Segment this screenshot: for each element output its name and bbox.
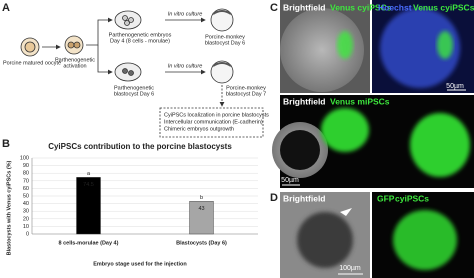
step-label: blastocyst Day 6 xyxy=(114,91,154,97)
y-tick-label: 90 xyxy=(23,163,29,169)
chart-title: CyiPSCs contribution to the porcine blas… xyxy=(48,142,232,151)
y-tick-label: 80 xyxy=(23,171,29,177)
channel-label: Brightfield xyxy=(283,96,326,106)
step-label: Porcine-monkey xyxy=(205,34,245,40)
list-item: Intercellular communication (E-cadherin) xyxy=(164,119,263,125)
panel-label: B xyxy=(2,138,10,150)
step-label: Parthenogenetic xyxy=(55,57,95,63)
x-tick-label: Blastocysts (Day 6) xyxy=(176,240,227,246)
panel-label: C xyxy=(270,2,278,14)
y-axis-label: Blastocysts with Venus cyiPSCs (%) xyxy=(6,160,12,255)
channel-label: Brightfield xyxy=(283,193,326,203)
value-label: 43 xyxy=(198,206,204,212)
bar xyxy=(76,177,101,235)
annotation: b xyxy=(200,195,203,201)
y-tick-label: 0 xyxy=(26,231,29,237)
arrow-label: In vitro culture xyxy=(168,63,203,69)
channel-label: Venus cyiPSCs xyxy=(413,2,474,12)
y-tick-label: 70 xyxy=(23,178,29,184)
bar-chart: CyiPSCs contribution to the porcine blas… xyxy=(6,142,258,267)
channel-label: GFP xyxy=(377,193,395,203)
step-label: Parthenogenetic xyxy=(114,85,154,91)
bar xyxy=(189,201,214,235)
y-tick-label: 40 xyxy=(23,201,29,207)
step-label: Day 4 (8 cells - morulae) xyxy=(110,38,170,44)
channel-label: Brightfield xyxy=(283,2,326,12)
micrograph xyxy=(272,0,474,278)
scale-label: 50µm xyxy=(281,177,299,184)
scale-label: 100µm xyxy=(339,265,361,272)
y-tick-label: 20 xyxy=(23,216,29,222)
channel-label: cyiPSCs xyxy=(395,193,429,203)
y-tick-label: 60 xyxy=(23,186,29,192)
step-label: blastocyst Day 6 xyxy=(205,40,245,46)
y-tick-label: 10 xyxy=(23,224,29,230)
step-label: Porcine matured oocyte xyxy=(3,60,61,66)
step-label: blastocyst Day 7 xyxy=(226,91,266,97)
panel-label: D xyxy=(270,192,278,204)
channel-label: Hoechst xyxy=(378,2,412,12)
step-label: activation xyxy=(63,63,86,69)
panel-label: A xyxy=(2,2,10,14)
y-tick-label: 100 xyxy=(20,155,29,161)
arrow-label: In vitro culture xyxy=(168,11,203,17)
list-item: Chimeric embryos outgrowth xyxy=(164,126,234,132)
channel-label: Venus cyiPSCs xyxy=(330,2,392,12)
scale-label: 50µm xyxy=(446,83,464,90)
x-tick-label: 8 cells-morulae (Day 4) xyxy=(59,240,119,246)
step-label: Porcine-monkey xyxy=(226,85,266,91)
annotation: a xyxy=(87,171,91,177)
x-axis-label: Embryo stage used for the injection xyxy=(93,261,187,267)
list-item: CyiPSCs localization in porcine blastocy… xyxy=(164,112,269,118)
y-tick-label: 50 xyxy=(23,193,29,199)
channel-label: Venus miPSCs xyxy=(330,96,390,106)
value-label: 74.5 xyxy=(83,182,94,188)
diagram xyxy=(20,8,264,138)
step-label: Parthenogenetic embryos xyxy=(109,32,172,38)
y-tick-label: 30 xyxy=(23,209,29,215)
